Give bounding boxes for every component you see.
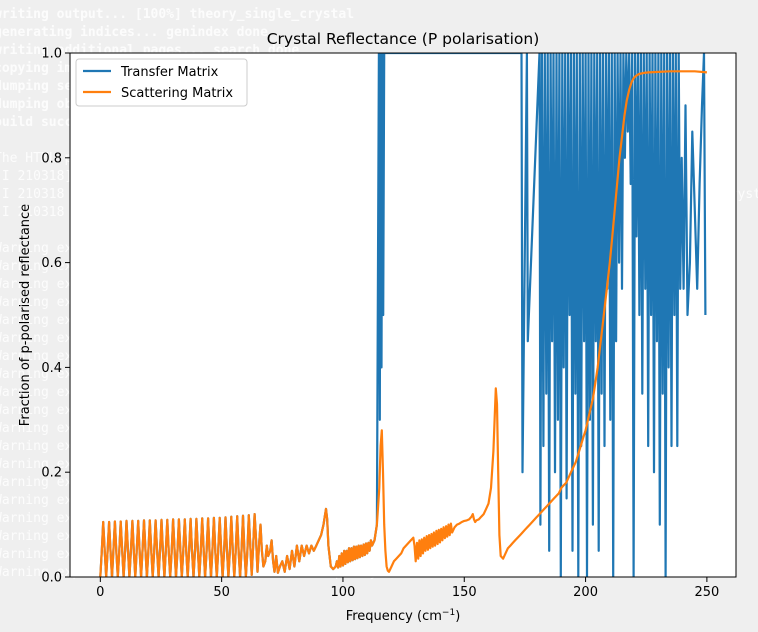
y-axis: 0.0 0.2 0.4 0.6 0.8 1.0: [41, 47, 70, 586]
x-tick-label: 250: [694, 585, 719, 600]
series-group: [99, 53, 707, 577]
y-tick-label: 1.0: [41, 47, 62, 62]
y-tick-label: 0.0: [41, 571, 62, 586]
legend-label-transfer: Transfer Matrix: [120, 65, 219, 80]
x-tick-label: 50: [213, 585, 230, 600]
x-tick-label: 100: [331, 585, 356, 600]
legend-label-scattering: Scattering Matrix: [121, 86, 233, 101]
terminal-line: writing output... [100%] theory_single_c…: [0, 7, 355, 22]
series-scattering-matrix: [99, 70, 707, 577]
y-tick-label: 0.2: [41, 466, 62, 481]
y-tick-label: 0.4: [41, 361, 62, 376]
x-tick-label: 0: [96, 585, 104, 600]
terminal-line: generating indices... genindex done: [0, 25, 268, 40]
legend: Transfer Matrix Scattering Matrix: [75, 58, 248, 107]
x-axis-label: Frequency (cm−1): [346, 608, 461, 624]
chart-title: Crystal Reflectance (P polarisation): [267, 30, 540, 48]
y-tick-label: 0.8: [41, 151, 62, 166]
x-tick-label: 150: [452, 585, 477, 600]
y-tick-label: 0.6: [41, 256, 62, 271]
legend-box: [75, 58, 248, 107]
y-axis-label: Fraction of p-polarised reflectance: [18, 204, 33, 426]
plot-frame: [69, 52, 737, 578]
x-axis: 0 50 100 150 200 250: [96, 577, 719, 600]
x-tick-label: 200: [573, 585, 598, 600]
